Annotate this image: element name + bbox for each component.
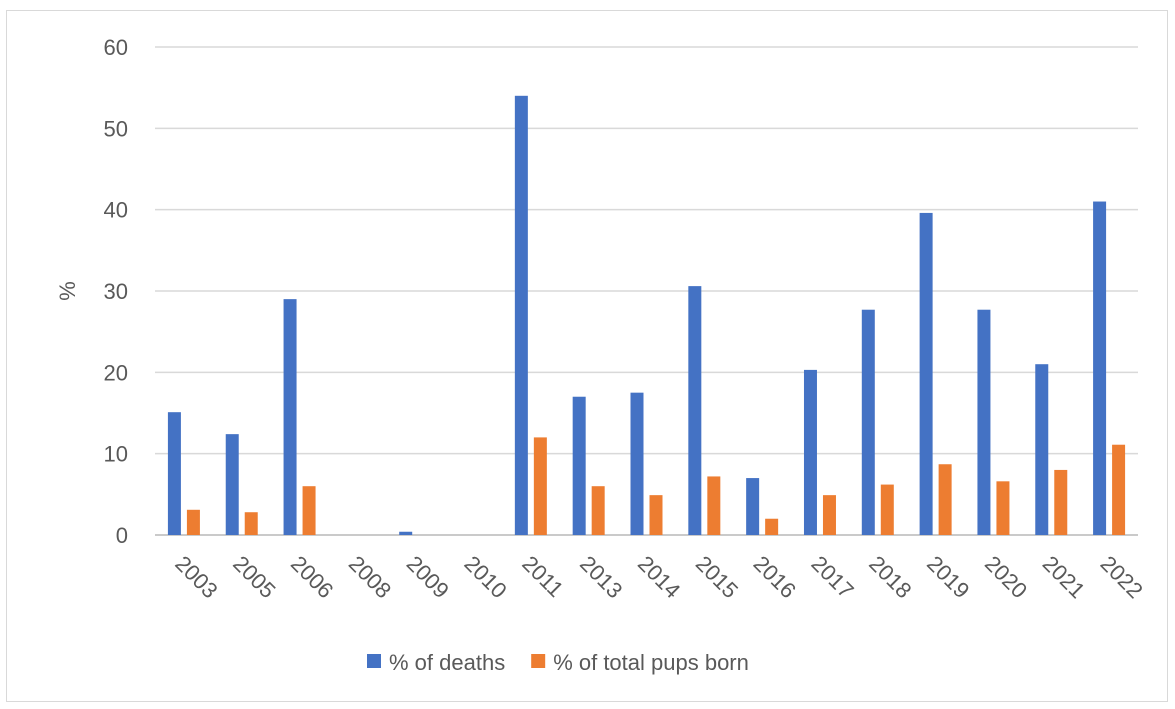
legend-label: % of deaths [389, 650, 505, 675]
bar-pups-2005 [244, 512, 258, 535]
bar-pups-2020 [996, 481, 1010, 535]
bar-deaths-2021 [1035, 364, 1049, 535]
legend-label: % of total pups born [553, 650, 749, 675]
bar-deaths-2014 [630, 392, 644, 535]
bars [167, 95, 1126, 536]
y-axis-ticks: 0 10 20 30 40 50 60 [104, 35, 128, 548]
x-tick-label: 2010 [459, 551, 511, 603]
x-tick-label: 2006 [286, 551, 338, 603]
x-tick-label: 2016 [749, 551, 801, 603]
bar-deaths-2009 [399, 531, 413, 535]
bar-deaths-2011 [514, 95, 528, 536]
y-tick-label: 40 [104, 198, 128, 223]
x-tick-label: 2005 [228, 551, 280, 603]
bar-deaths-2003 [167, 412, 181, 535]
bar-deaths-2018 [861, 309, 875, 535]
x-tick-label: 2019 [922, 551, 974, 603]
bar-deaths-2017 [803, 369, 817, 535]
bar-pups-2013 [591, 486, 605, 535]
bar-deaths-2015 [688, 286, 702, 535]
bar-deaths-2020 [977, 309, 991, 535]
bar-pups-2014 [649, 495, 663, 535]
x-tick-label: 2014 [633, 551, 685, 603]
x-tick-label: 2017 [806, 551, 858, 603]
x-tick-label: 2008 [344, 551, 396, 603]
bar-pups-2019 [938, 464, 952, 535]
chart-frame [6, 10, 1168, 702]
legend: % of deaths % of total pups born [367, 650, 749, 675]
y-tick-label: 0 [116, 523, 128, 548]
y-tick-label: 50 [104, 116, 128, 141]
bar-pups-2017 [822, 495, 836, 535]
x-tick-label: 2003 [170, 551, 222, 603]
bar-pups-2003 [186, 509, 200, 535]
bar-deaths-2022 [1093, 201, 1107, 536]
x-axis-ticks: 2003 2005 2006 2008 2009 2010 2011 2013 2014 2015… [170, 551, 1147, 603]
x-tick-label: 2013 [575, 551, 627, 603]
x-tick-label: 2021 [1038, 551, 1090, 603]
x-tick-label: 2009 [402, 551, 454, 603]
bar-deaths-2013 [572, 396, 586, 535]
legend-swatch-pups [531, 654, 546, 668]
x-tick-label: 2015 [691, 551, 743, 603]
x-tick-label: 2020 [980, 551, 1032, 603]
y-tick-label: 10 [104, 442, 128, 467]
x-tick-label: 2022 [1096, 551, 1148, 603]
legend-swatch-deaths [367, 654, 381, 668]
bar-deaths-2016 [746, 478, 760, 535]
y-tick-label: 30 [104, 279, 128, 304]
bar-deaths-2006 [283, 299, 297, 535]
bar-pups-2015 [707, 476, 721, 535]
bar-pups-2006 [302, 486, 316, 535]
gridlines [155, 46, 1138, 536]
bar-pups-2021 [1054, 469, 1068, 535]
x-tick-label: 2018 [864, 551, 916, 603]
y-axis-label: % [55, 281, 80, 301]
bar-deaths-2005 [225, 434, 239, 535]
y-tick-label: 60 [104, 35, 128, 60]
bar-pups-2022 [1112, 444, 1126, 535]
x-tick-label: 2011 [517, 551, 568, 602]
bar-deaths-2019 [919, 212, 933, 536]
bar-pups-2011 [533, 437, 547, 535]
bar-pups-2016 [765, 518, 779, 535]
bar-pups-2018 [880, 484, 894, 535]
y-tick-label: 20 [104, 360, 128, 385]
